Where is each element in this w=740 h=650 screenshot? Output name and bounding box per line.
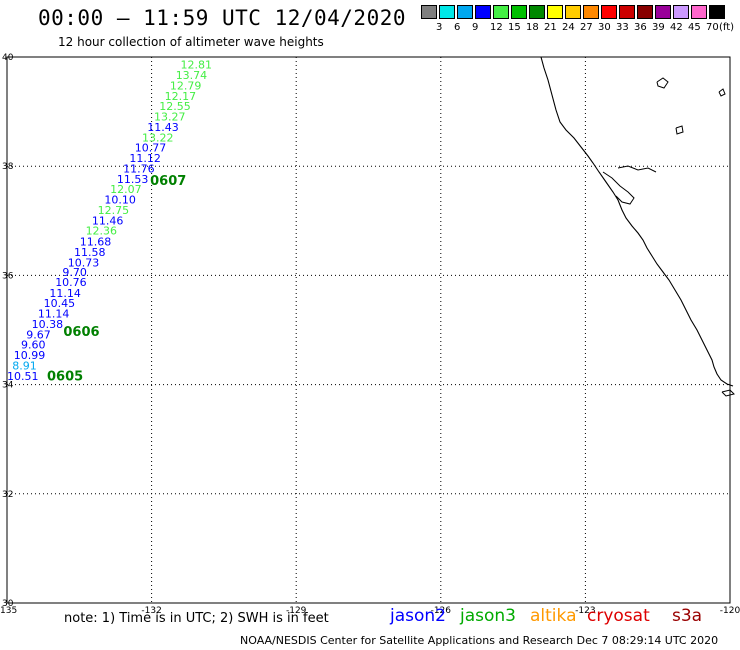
wave-height-label: 11.68: [80, 236, 112, 249]
date-label: 0607: [150, 174, 186, 189]
lon-tick-label: -120: [720, 606, 740, 616]
legend-label: 42: [670, 22, 683, 33]
legend-swatch: [493, 5, 509, 19]
wave-height-label: 11.12: [129, 152, 161, 165]
legend-swatch: [619, 5, 635, 19]
wave-height-label: 13.74: [176, 69, 208, 82]
wave-height-label: 12.55: [159, 100, 191, 113]
lake-outline: [656, 77, 669, 89]
wave-height-label: 10.51: [7, 370, 39, 383]
wave-height-label: 11.14: [38, 308, 70, 321]
legend-swatch: [565, 5, 581, 19]
legend-label: 3: [436, 22, 443, 33]
legend-label: 27: [580, 22, 593, 33]
lat-tick-label: 34: [2, 381, 14, 391]
legend-label: 33: [616, 22, 629, 33]
wave-height-label: 13.22: [142, 131, 174, 144]
wave-height-label: 13.27: [154, 111, 186, 124]
legend-unit: (ft): [719, 22, 735, 33]
wave-height-label: 11.76: [123, 162, 155, 175]
lat-tick-label: 30: [2, 599, 14, 609]
wave-height-label: 11.58: [74, 246, 106, 259]
credit-line: NOAA/NESDIS Center for Satellite Applica…: [240, 634, 719, 647]
legend-swatch: [673, 5, 689, 19]
legend-label: 12: [490, 22, 503, 33]
wave-height-label: 9.70: [62, 266, 87, 279]
satellite-label: jason2: [390, 606, 446, 626]
lat-tick-label: 40: [2, 53, 14, 63]
wave-height-label: 11.53: [117, 173, 148, 186]
wave-height-label: 10.77: [135, 142, 167, 155]
wave-height-label: 10.76: [55, 276, 86, 289]
legend-swatch: [709, 5, 725, 19]
lat-tick-label: 36: [2, 271, 14, 281]
legend-label: 36: [634, 22, 647, 33]
bay-outline-north: [617, 165, 657, 173]
wave-height-label: 12.07: [110, 183, 142, 196]
legend-label: 6: [454, 22, 461, 33]
legend-label: 24: [562, 22, 575, 33]
legend-swatch: [475, 5, 491, 19]
bay-outline: [602, 171, 635, 205]
legend-label: 21: [544, 22, 557, 33]
wave-height-label: 10.73: [68, 256, 100, 269]
legend-swatch: [457, 5, 473, 19]
wave-height-label: 11.43: [147, 121, 179, 134]
legend-swatch: [637, 5, 653, 19]
wave-height-label: 10.45: [44, 297, 76, 310]
page-title: 00:00 – 11:59 UTC 12/04/2020: [38, 6, 407, 30]
lon-tick-label: -129: [286, 606, 307, 616]
satellite-label: s3a: [672, 606, 703, 626]
wave-height-label: 10.38: [32, 318, 64, 331]
island-outline: [721, 389, 735, 397]
legend-label: 30: [598, 22, 611, 33]
date-label: 0605: [47, 369, 83, 384]
wave-height-label: 8.91: [12, 359, 37, 372]
coastline: [540, 56, 734, 387]
wave-height-label: 12.79: [170, 79, 202, 92]
satellite-label: altika: [530, 606, 577, 626]
legend-swatch: [511, 5, 527, 19]
wave-height-label: 10.99: [14, 349, 46, 362]
wave-height-label: 12.75: [98, 204, 130, 217]
wave-height-label: 9.67: [26, 328, 50, 341]
legend-label: 15: [508, 22, 521, 33]
lon-tick-label: -126: [431, 606, 452, 616]
wave-height-label: 12.17: [165, 90, 197, 103]
wave-height-label: 12.81: [181, 59, 213, 72]
page-subtitle: 12 hour collection of altimeter wave hei…: [58, 35, 324, 49]
lat-tick-label: 38: [2, 162, 14, 172]
map-frame: [6, 56, 731, 604]
satellite-label: cryosat: [587, 606, 650, 626]
legend-label: 39: [652, 22, 665, 33]
legend-swatch: [421, 5, 437, 19]
wave-height-label: 10.10: [104, 194, 136, 207]
satellite-label: jason3: [460, 606, 516, 626]
legend-label: 18: [526, 22, 539, 33]
legend-label: 70: [706, 22, 719, 33]
legend-swatch: [439, 5, 455, 19]
wave-height-label: 11.14: [49, 287, 81, 300]
legend-swatch: [655, 5, 671, 19]
lon-tick-label: -132: [141, 606, 161, 616]
wave-height-label: 12.36: [86, 225, 118, 238]
lake-outline: [718, 88, 726, 97]
lake-outline: [675, 125, 684, 135]
legend-swatch: [583, 5, 599, 19]
wave-height-label: 9.60: [21, 339, 46, 352]
legend-swatch: [547, 5, 563, 19]
lon-tick-label: -135: [0, 606, 17, 616]
footer-note: note: 1) Time is in UTC; 2) SWH is in fe…: [64, 611, 329, 626]
color-legend: 3 6 9 12 15 18 21 24 27 30 33 36 39 42 45 70 (ft): [421, 5, 734, 39]
legend-label: 9: [472, 22, 479, 33]
lat-tick-label: 32: [2, 490, 13, 500]
date-label: 0606: [63, 325, 99, 340]
legend-swatch: [529, 5, 545, 19]
wave-height-label: 11.46: [92, 214, 124, 227]
lon-tick-label: -123: [575, 606, 595, 616]
legend-swatch: [691, 5, 707, 19]
legend-label: 45: [688, 22, 701, 33]
legend-swatch: [601, 5, 617, 19]
